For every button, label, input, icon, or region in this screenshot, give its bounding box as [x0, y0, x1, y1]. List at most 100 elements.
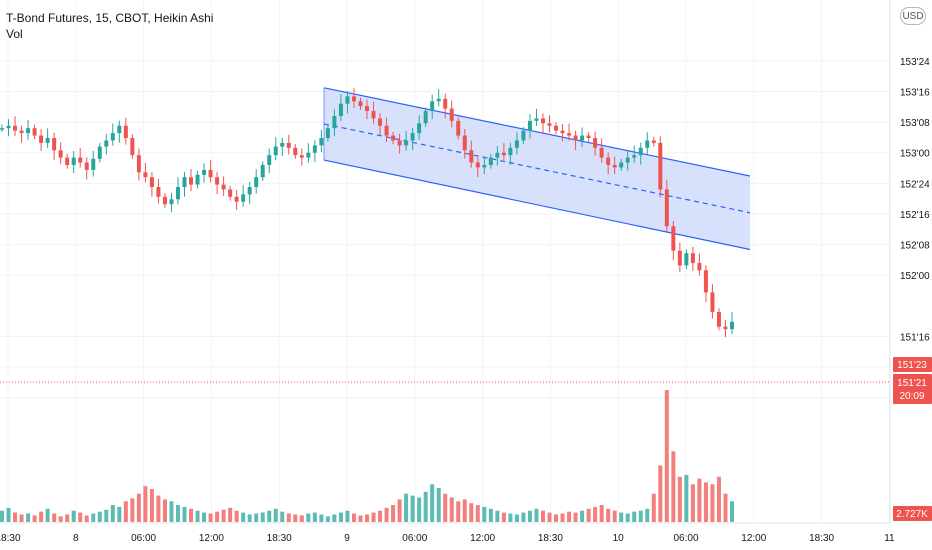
volume-bar: [215, 511, 220, 522]
volume-bar: [338, 512, 343, 522]
volume-bar: [423, 491, 428, 522]
volume-bar: [716, 476, 721, 522]
volume-bar: [658, 465, 663, 522]
volume-bar: [534, 508, 539, 522]
volume-bar: [319, 514, 324, 522]
candle-body: [6, 125, 11, 129]
chart-grid: [0, 0, 890, 523]
volume-bar: [410, 495, 415, 522]
candle-body: [247, 187, 252, 195]
volume-bar: [267, 510, 272, 522]
volume-bar: [703, 482, 708, 522]
time-axis[interactable]: [0, 522, 932, 550]
currency-button[interactable]: USD: [900, 7, 926, 25]
volume-bar: [514, 514, 519, 522]
volume-bar: [547, 512, 552, 522]
volume-bar: [0, 510, 4, 522]
candle-body: [378, 118, 383, 126]
volume-bar: [117, 506, 122, 522]
time-tick-label: 11: [884, 533, 895, 544]
candle-body: [241, 194, 246, 202]
volume-bar: [78, 512, 83, 522]
candle-body: [215, 177, 220, 185]
regression-channel[interactable]: [323, 87, 751, 251]
volume-bar: [664, 390, 669, 522]
volume-bar: [599, 505, 604, 522]
volume-indicator-label[interactable]: Vol: [6, 27, 23, 41]
candle-body: [149, 177, 154, 188]
candle-body: [710, 292, 715, 312]
channel-upper-line: [323, 87, 751, 177]
candle-body: [567, 133, 572, 136]
volume-bar: [260, 512, 265, 522]
volume-bar: [554, 514, 559, 522]
candle-body: [32, 128, 37, 136]
candle-body: [723, 326, 728, 330]
price-tags: 151'23 151'21 20:09 2.727K: [893, 357, 932, 521]
candle-body: [462, 135, 467, 151]
candle-body: [312, 145, 317, 153]
volume-bar: [671, 451, 676, 522]
price-axis[interactable]: [889, 0, 932, 550]
volume-bar: [723, 493, 728, 522]
candle-body: [534, 118, 539, 121]
volume-bar: [645, 508, 650, 522]
volume-bar: [430, 484, 435, 522]
volume-bar: [84, 515, 89, 522]
candle-body: [716, 311, 721, 327]
candle-body: [417, 123, 422, 134]
volume-bar: [625, 513, 630, 522]
volume-bar: [91, 513, 96, 522]
volume-bar: [710, 484, 715, 522]
volume-bar: [540, 510, 545, 522]
volume-bar: [417, 497, 422, 522]
candle-body: [0, 128, 4, 130]
candle-body: [391, 135, 396, 141]
candle-body: [156, 187, 161, 197]
volume-bar: [527, 510, 532, 522]
current-price-label: 151'21: [897, 378, 927, 389]
candlestick-series: [0, 88, 734, 338]
volume-bar: [241, 512, 246, 522]
time-tick-label: 18:30: [538, 533, 563, 544]
volume-bar: [299, 515, 304, 522]
symbol-title[interactable]: T-Bond Futures, 15, CBOT, Heikin Ashi: [6, 11, 214, 25]
candle-body: [632, 155, 637, 158]
candle-body: [91, 158, 96, 170]
candle-body: [430, 101, 435, 112]
volume-bar: [293, 514, 298, 522]
candle-body: [71, 157, 76, 165]
candle-body: [619, 162, 624, 168]
volume-bar: [110, 505, 115, 522]
volume-bar: [404, 493, 409, 522]
volume-bar: [143, 486, 148, 522]
volume-bar: [690, 484, 695, 522]
candle-body: [182, 177, 187, 188]
volume-bar: [169, 501, 174, 522]
time-tick-label: 18:30: [0, 533, 21, 544]
volume-bar: [254, 513, 259, 522]
candle-body: [104, 140, 109, 147]
candle-body: [273, 146, 278, 156]
volume-bar: [358, 515, 363, 522]
candle-body: [664, 189, 669, 227]
candle-body: [697, 262, 702, 271]
time-tick-label: 12:00: [741, 533, 766, 544]
volume-bar: [202, 512, 207, 522]
volume-bar: [175, 505, 180, 522]
volume-bar: [71, 510, 76, 522]
volume-bar: [580, 510, 585, 522]
candle-body: [58, 150, 63, 158]
candle-body: [162, 196, 167, 205]
volume-bar: [573, 512, 578, 522]
volume-bar: [247, 514, 252, 522]
volume-bar: [149, 489, 154, 522]
volume-bar: [136, 493, 141, 522]
candle-body: [332, 115, 337, 129]
volume-bar: [508, 513, 513, 522]
candle-body: [65, 157, 70, 165]
candle-body: [606, 157, 611, 165]
candle-body: [514, 140, 519, 148]
candle-body: [267, 155, 272, 165]
volume-bar: [26, 513, 31, 522]
